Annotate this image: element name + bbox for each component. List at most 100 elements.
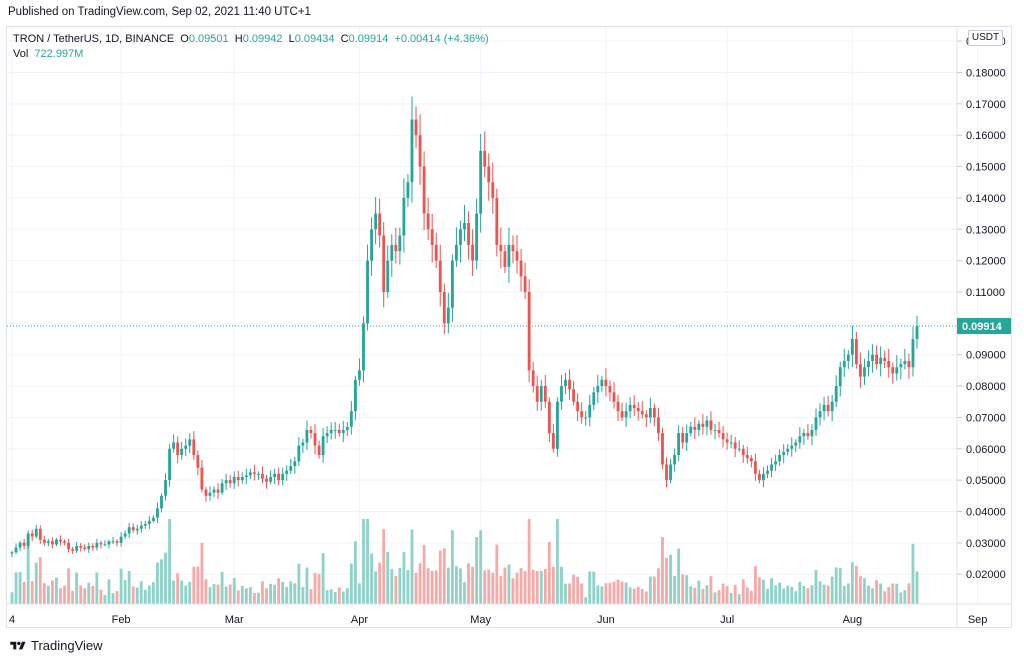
candle-body — [519, 260, 523, 277]
currency-selector[interactable]: USDT — [968, 30, 1003, 46]
candle-body — [697, 423, 701, 430]
volume-bar — [826, 585, 830, 604]
brand-name: TradingView — [31, 638, 103, 653]
change-value: +0.00414 (+4.36%) — [394, 33, 489, 45]
candle-body — [390, 244, 394, 261]
candle-body — [745, 455, 749, 459]
candle-body — [188, 439, 192, 446]
volume-bar — [891, 583, 895, 604]
candle-body — [430, 229, 434, 245]
candle-body — [806, 433, 810, 437]
volume-bar — [232, 578, 236, 604]
volume-bar — [499, 576, 503, 604]
candle-body — [67, 542, 70, 550]
candle-body — [196, 455, 200, 468]
volume-bar — [107, 579, 111, 604]
volume-bar — [572, 574, 575, 604]
volume-bar — [915, 571, 919, 604]
volume-bar — [818, 581, 822, 604]
price-chart[interactable]: 0.190000.180000.170000.160000.150000.140… — [7, 27, 1011, 627]
volume-bar — [503, 567, 507, 604]
volume-bar — [863, 578, 866, 604]
volume-bar — [265, 588, 268, 604]
tradingview-footer[interactable]: TradingView — [10, 638, 103, 653]
candle-body — [232, 476, 236, 484]
candle-body — [612, 392, 616, 402]
candle-body — [826, 404, 830, 412]
volume-bar — [584, 597, 588, 604]
volume-bar — [418, 563, 422, 604]
volume-bar — [285, 586, 289, 604]
volume-bar — [475, 537, 479, 604]
candle-body — [111, 541, 115, 543]
volume-bar — [143, 589, 147, 604]
candle-body — [321, 436, 325, 456]
candle-body — [717, 429, 721, 434]
candle-body — [325, 433, 329, 437]
candle-body — [370, 229, 373, 261]
candle-body — [875, 354, 879, 365]
candle-body — [596, 386, 600, 393]
candle-body — [547, 401, 551, 434]
volume-bar — [790, 586, 794, 604]
volume-bar — [87, 582, 91, 604]
candle-body — [850, 339, 854, 355]
volume-bar — [10, 592, 14, 604]
candle-body — [99, 542, 103, 545]
candle-body — [406, 182, 410, 198]
candle-body — [123, 533, 127, 537]
time-axis: 4 Feb Mar Apr May Jun Jul Aug Sep — [9, 614, 987, 626]
candle-body — [879, 357, 883, 365]
volume-bar — [681, 574, 685, 604]
volume-bar — [483, 570, 487, 604]
volume-bar — [67, 568, 70, 604]
published-caption: Published on TradingView.com, Sep 02, 20… — [8, 6, 311, 18]
candle-body — [204, 489, 208, 496]
candle-body — [499, 244, 503, 252]
volume-bar — [309, 589, 313, 604]
time-tick-label: Feb — [112, 614, 131, 626]
volume-bar — [180, 580, 184, 604]
candle-body — [337, 429, 341, 434]
volume-bar — [438, 550, 442, 604]
volume-bar — [523, 571, 527, 604]
volume-bar — [50, 580, 54, 604]
candle-body — [677, 433, 681, 456]
candle-body — [374, 213, 378, 230]
time-tick-label: Aug — [843, 614, 863, 626]
volume-bar — [244, 588, 248, 604]
volume-bar — [709, 576, 713, 604]
candle-body — [689, 426, 693, 434]
candle-body — [14, 547, 18, 553]
candle-body — [685, 433, 689, 443]
candle-body — [648, 408, 652, 418]
candle-body — [762, 473, 765, 481]
volume-bar — [200, 542, 204, 604]
price-tick-label: 0.16000 — [966, 130, 1006, 142]
volume-bar — [576, 576, 580, 604]
volume-bar — [657, 568, 660, 604]
volume-bar — [568, 583, 571, 604]
volume-bar — [596, 585, 600, 604]
candle-body — [289, 466, 293, 471]
candle-body — [467, 222, 470, 245]
volume-bar — [212, 584, 216, 604]
candle-body — [139, 525, 143, 529]
volume-bar — [236, 590, 240, 604]
grid-lines — [7, 27, 979, 604]
candle-body — [398, 235, 402, 252]
candle-body — [681, 433, 685, 443]
volume-label: Vol — [13, 48, 29, 60]
symbol-label[interactable]: TRON / TetherUS, 1D, BINANCE — [13, 33, 175, 45]
candle-body — [87, 545, 91, 550]
volume-bar — [689, 586, 693, 604]
candle-body — [382, 235, 386, 292]
candle-body — [709, 420, 713, 430]
volume-bar — [406, 570, 410, 604]
candle-body — [151, 517, 155, 521]
candle-body — [749, 458, 753, 462]
volume-bar — [636, 586, 640, 604]
volume-bar — [604, 583, 608, 604]
volume-bar — [46, 585, 50, 604]
volume-bar — [798, 581, 802, 604]
